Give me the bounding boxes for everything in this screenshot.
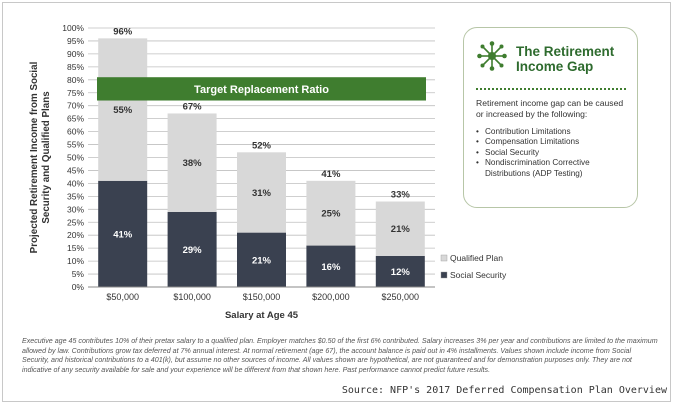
target-band-label: Target Replacement Ratio xyxy=(194,84,329,96)
y-tick-label: 65% xyxy=(67,114,84,124)
data-label-social-security: 12% xyxy=(391,267,411,278)
y-tick-label: 25% xyxy=(67,217,84,227)
y-tick-label: 45% xyxy=(67,165,84,175)
bar-qualified-plan xyxy=(98,38,148,181)
y-tick-label: 70% xyxy=(67,101,84,111)
bar-qualified-plan xyxy=(167,113,217,212)
bar-social-security xyxy=(167,211,217,287)
x-tick-label: $50,000 xyxy=(106,292,139,302)
card-list: Contribution Limitations Compensation Li… xyxy=(476,127,634,179)
y-tick-label: 35% xyxy=(67,191,84,201)
target-replacement-band xyxy=(97,77,426,101)
y-tick-label: 100% xyxy=(62,23,84,33)
source-credit: Source: NFP's 2017 Deferred Compensation… xyxy=(341,385,667,396)
figure-frame xyxy=(2,2,671,402)
x-tick-label: $200,000 xyxy=(312,292,350,302)
card-title: The Retirement Income Gap xyxy=(516,44,615,74)
data-label-social-security: 21% xyxy=(252,255,272,266)
y-tick-label: 90% xyxy=(67,49,84,59)
data-label-qualified-plan: 55% xyxy=(113,105,133,116)
x-axis-title: Salary at Age 45 xyxy=(225,310,299,321)
y-tick-label: 15% xyxy=(67,243,84,253)
data-label-qualified-plan: 25% xyxy=(321,209,341,220)
retirement-gap-card: The Retirement Income Gap Retirement inc… xyxy=(463,27,638,208)
bar-qualified-plan xyxy=(306,180,356,246)
data-label-qualified-plan: 31% xyxy=(252,188,272,199)
network-icon xyxy=(477,41,507,71)
card-list-item: Nondiscrimination Corrective Distributio… xyxy=(476,158,634,179)
legend-label: Social Security xyxy=(450,270,507,280)
data-label-qualified-plan: 21% xyxy=(391,224,411,235)
y-tick-label: 50% xyxy=(67,153,84,163)
y-tick-label: 75% xyxy=(67,88,84,98)
x-tick-label: $250,000 xyxy=(382,292,420,302)
data-label-total: 52% xyxy=(252,140,272,151)
y-tick-label: 0% xyxy=(72,282,85,292)
y-axis-title: Projected Retirement Income from Social xyxy=(29,61,40,253)
data-label-social-security: 41% xyxy=(113,229,133,240)
card-list-item: Compensation Limitations xyxy=(476,137,634,148)
data-label-total: 33% xyxy=(391,190,411,201)
legend-label: Qualified Plan xyxy=(450,253,503,263)
y-tick-label: 10% xyxy=(67,256,84,266)
y-tick-label: 30% xyxy=(67,204,84,214)
data-label-qualified-plan: 38% xyxy=(183,158,203,169)
y-tick-label: 5% xyxy=(72,269,85,279)
y-tick-label: 60% xyxy=(67,127,84,137)
card-list-item: Contribution Limitations xyxy=(476,127,634,138)
stacked-bar-chart: 0% 5% 10% 15% 20% 25% 30% 35% 40% 45% 50% 55% 60% 65%… xyxy=(29,23,507,321)
y-tick-label: 20% xyxy=(67,230,84,240)
data-label-social-security: 16% xyxy=(321,262,341,273)
bar-social-security xyxy=(375,255,425,287)
y-tick-label: 95% xyxy=(67,36,84,46)
data-label-total: 67% xyxy=(183,101,203,112)
card-list-item: Social Security xyxy=(476,148,634,159)
y-tick-label: 85% xyxy=(67,62,84,72)
y-tick-label: 80% xyxy=(67,75,84,85)
card-intro: Retirement income gap can be caused or i… xyxy=(476,98,624,119)
bar-social-security xyxy=(306,245,356,287)
data-label-social-security: 29% xyxy=(183,245,203,256)
data-label-total: 41% xyxy=(321,169,341,180)
card-divider xyxy=(476,88,626,90)
bar-qualified-plan xyxy=(375,201,425,256)
x-tick-label: $150,000 xyxy=(243,292,281,302)
bar-social-security xyxy=(98,180,148,287)
bar-qualified-plan xyxy=(237,152,286,233)
y-axis-title: Security and Qualified Plans xyxy=(41,91,52,224)
x-tick-label: $100,000 xyxy=(173,292,211,302)
bar-social-security xyxy=(237,232,286,287)
data-label-total: 96% xyxy=(113,26,133,37)
y-tick-label: 40% xyxy=(67,178,84,188)
legend-swatch xyxy=(440,254,448,262)
legend-swatch xyxy=(440,271,448,279)
footnote: Executive age 45 contributes 10% of thei… xyxy=(22,337,658,374)
y-tick-label: 55% xyxy=(67,140,84,150)
